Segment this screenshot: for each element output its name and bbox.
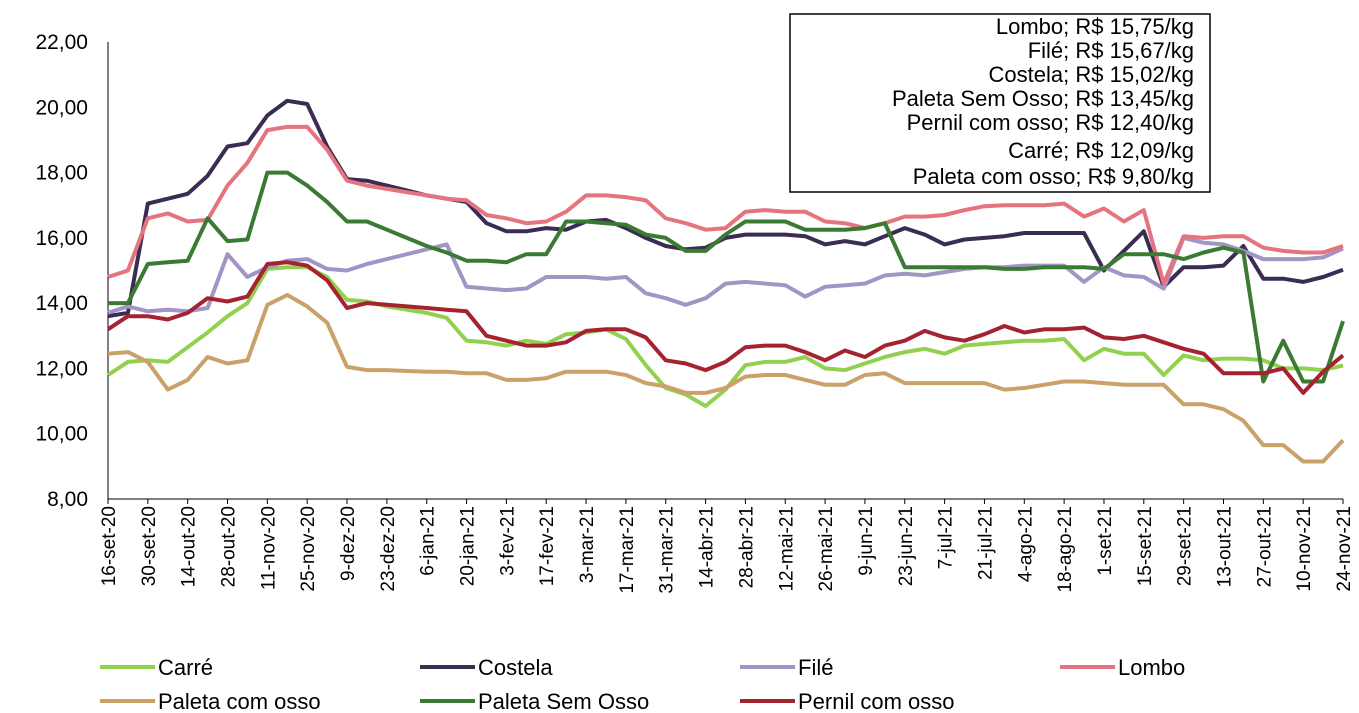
x-tick-label: 18-ago-21: [1055, 506, 1076, 593]
legend-label: Paleta com osso: [158, 689, 321, 713]
x-tick-label: 12-mai-21: [776, 506, 797, 592]
x-tick-label: 14-out-20: [179, 506, 200, 587]
x-tick-label: 21-jul-21: [975, 506, 996, 580]
x-tick-label: 23-jun-21: [896, 506, 917, 586]
y-tick-label: 18,00: [35, 162, 88, 185]
x-tick-label: 9-dez-20: [338, 506, 359, 581]
x-tick-label: 4-ago-21: [1015, 506, 1036, 582]
x-tick-label: 24-nov-21: [1334, 506, 1355, 592]
x-tick-label: 17-fev-21: [537, 506, 558, 586]
annotation: Lombo; R$ 15,75/kg: [996, 14, 1194, 39]
annotation: Carré; R$ 12,09/kg: [1008, 138, 1194, 163]
annotation: Paleta com osso; R$ 9,80/kg: [913, 164, 1194, 189]
annotation-box: [789, 13, 1211, 193]
x-tick-label: 9-jun-21: [856, 506, 877, 576]
x-tick-label: 17-mar-21: [617, 506, 638, 594]
x-tick-label: 30-set-20: [139, 506, 160, 586]
series-line: [107, 124, 1344, 286]
series-line: [107, 98, 1344, 319]
x-tick-label: 6-jan-21: [418, 506, 439, 576]
x-tick-label: 3-fev-21: [497, 506, 518, 576]
y-tick-label: 12,00: [35, 357, 88, 380]
x-tick-label: 3-mar-21: [577, 506, 598, 583]
legend-label: Costela: [478, 655, 553, 680]
x-tick-label: 11-nov-20: [258, 506, 279, 590]
annotation: Paleta Sem Osso; R$ 13,45/kg: [892, 86, 1194, 111]
y-tick-label: 20,00: [35, 96, 88, 119]
x-tick-label: 16-set-20: [99, 506, 120, 586]
x-tick-label: 23-dez-20: [378, 506, 399, 592]
x-tick-label: 29-set-21: [1175, 506, 1196, 586]
series-line: [107, 293, 1345, 464]
x-tick-label: 15-set-21: [1135, 506, 1156, 586]
legend-label: Pernil com osso: [798, 689, 955, 713]
x-tick-label: 28-abr-21: [736, 506, 757, 588]
series-line: [107, 235, 1344, 315]
legend-label: Paleta Sem Osso: [478, 689, 649, 713]
series-line: [106, 260, 1345, 395]
x-tick-label: 14-abr-21: [697, 506, 718, 588]
annotation: Costela; R$ 15,02/kg: [989, 62, 1194, 87]
x-tick-label: 26-mai-21: [816, 506, 837, 592]
series-line: [108, 170, 1345, 384]
y-tick-label: 22,00: [35, 31, 88, 54]
x-tick-label: 7-jul-21: [936, 506, 957, 569]
y-tick-label: 16,00: [35, 227, 88, 250]
x-tick-label: 31-mar-21: [657, 506, 678, 594]
x-tick-label: 20-jan-21: [458, 506, 479, 586]
x-tick-label: 27-out-21: [1254, 506, 1275, 587]
legend-label: Carré: [158, 655, 213, 680]
x-tick-label: 1-set-21: [1095, 506, 1116, 576]
x-tick-label: 10-nov-21: [1294, 506, 1315, 592]
annotation: Pernil com osso; R$ 12,40/kg: [907, 110, 1194, 135]
y-tick-label: 14,00: [35, 292, 88, 315]
annotation: Filé; R$ 15,67/kg: [1028, 38, 1194, 63]
y-tick-label: 10,00: [35, 423, 88, 446]
x-tick-label: 28-out-20: [219, 506, 240, 587]
x-tick-label: 25-nov-20: [298, 506, 319, 592]
legend-label: Lombo: [1118, 655, 1185, 680]
y-tick-label: 8,00: [47, 488, 88, 511]
x-tick-label: 13-out-21: [1214, 506, 1235, 587]
legend-label: Filé: [798, 655, 833, 680]
